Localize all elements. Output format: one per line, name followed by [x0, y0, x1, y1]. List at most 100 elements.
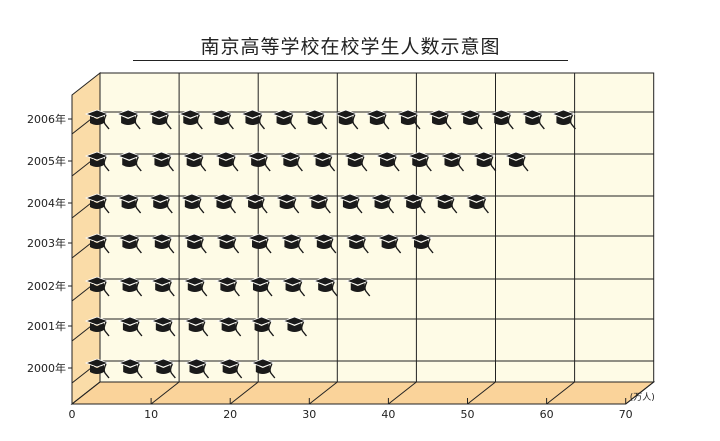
graduation-cap-icon [117, 151, 142, 172]
title-underline [133, 60, 568, 61]
cap-body [214, 116, 229, 125]
cap-board [179, 193, 205, 203]
cap-tassel [167, 156, 175, 172]
cap-body [183, 116, 198, 125]
cap-tassel [476, 114, 483, 130]
cap-body [251, 158, 266, 167]
graduation-cap-icon [408, 233, 434, 254]
cap-tassel [135, 156, 142, 172]
graduation-cap-icon [407, 151, 432, 172]
graduation-cap-icon [364, 109, 390, 130]
cap-body [400, 116, 415, 125]
cap-tassel [200, 156, 207, 172]
graduation-cap-icon [115, 109, 141, 130]
cap-tassel [330, 238, 337, 254]
graduation-cap-icon [117, 358, 143, 379]
cap-body [406, 200, 421, 209]
cap-body [186, 158, 201, 167]
cap-board [246, 233, 272, 243]
cap-body [412, 158, 427, 167]
cap-board [181, 151, 206, 161]
cap-tassel [393, 156, 400, 172]
cap-board [84, 193, 110, 203]
graduation-cap-icon [439, 151, 465, 172]
graduation-cap-icon [213, 151, 239, 172]
cap-body [255, 365, 270, 374]
cap-board [214, 233, 239, 243]
graduation-cap-icon [117, 276, 143, 297]
graduation-cap-icon [84, 193, 110, 214]
cap-board [401, 193, 426, 203]
cap-body [525, 116, 540, 125]
cap-board [407, 151, 432, 161]
cap-board [345, 276, 370, 286]
graduation-cap-icon [246, 233, 272, 254]
cap-board [209, 109, 234, 119]
cap-body [122, 283, 137, 292]
cap-board [310, 151, 335, 161]
cap-board [117, 233, 142, 243]
graduation-cap-icon [312, 276, 338, 297]
graduation-cap-icon [242, 193, 268, 214]
floor-gridline [229, 381, 259, 405]
graduation-cap-icon [147, 109, 172, 130]
cap-tassel [299, 281, 306, 297]
x-tick-label: 50 [461, 408, 475, 421]
cap-tassel [522, 156, 529, 172]
cap-board [274, 193, 299, 203]
graduation-cap-icon [211, 193, 237, 214]
cap-body [380, 158, 395, 167]
cap-tassel [290, 114, 297, 130]
cap-board [117, 316, 143, 326]
graduation-cap-icon [117, 316, 143, 337]
cap-body [121, 200, 136, 209]
graduation-cap-icon [183, 316, 209, 337]
floor-gridline [71, 381, 101, 405]
cap-board [337, 193, 363, 203]
cap-tassel [166, 198, 173, 214]
graduation-cap-icon [274, 193, 300, 214]
unit-label: (万人) [630, 392, 655, 403]
graduation-cap-icon [374, 151, 400, 172]
floor [70, 381, 656, 405]
cap-tassel [395, 238, 402, 254]
cap-board [84, 316, 110, 326]
graduation-cap-icon [150, 276, 175, 297]
cap-body [156, 365, 171, 374]
cap-tassel [200, 238, 207, 254]
graduation-cap-icon [395, 109, 421, 130]
cap-tassel [169, 321, 176, 337]
cap-board [489, 109, 514, 119]
cap-board [551, 109, 576, 119]
cap-board [147, 109, 172, 119]
cap-tassel [229, 198, 237, 214]
cap-tassel [265, 238, 272, 254]
graduation-cap-icon [184, 358, 210, 379]
cap-body [469, 200, 484, 209]
cap-body [121, 116, 136, 125]
cap-body [381, 240, 396, 249]
graduation-cap-icon [333, 109, 359, 130]
cap-tassel [227, 114, 234, 130]
graduation-cap-icon [216, 316, 242, 337]
cap-tassel [356, 198, 363, 214]
cap-body [556, 116, 571, 125]
graduation-cap-icon [215, 276, 240, 297]
cap-tassel [261, 198, 268, 214]
graduation-cap-icon [247, 276, 273, 297]
cap-tassel [458, 156, 465, 172]
graduation-cap-icon [520, 109, 545, 130]
cap-tassel [362, 238, 369, 254]
graduation-cap-icon [209, 109, 234, 130]
cap-tassel [425, 156, 432, 172]
cap-board [520, 109, 545, 119]
cap-tassel [202, 321, 209, 337]
cap-body [437, 200, 452, 209]
cap-tassel [264, 156, 271, 172]
graduation-cap-icon [489, 109, 514, 130]
cap-tassel [427, 238, 434, 254]
cap-tassel [300, 321, 308, 337]
cap-board [271, 109, 296, 119]
